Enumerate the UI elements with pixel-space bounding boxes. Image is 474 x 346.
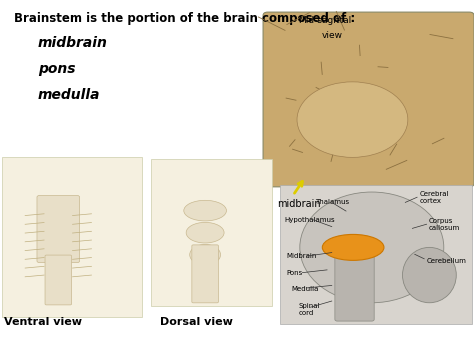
Text: midbrain: midbrain bbox=[277, 199, 321, 209]
Ellipse shape bbox=[402, 247, 456, 303]
Ellipse shape bbox=[322, 235, 384, 261]
Text: pons: pons bbox=[310, 216, 334, 226]
Text: Hypothalamus: Hypothalamus bbox=[284, 217, 335, 223]
Text: Cerebellum: Cerebellum bbox=[427, 258, 466, 264]
Text: Midbrain: Midbrain bbox=[287, 253, 317, 259]
Ellipse shape bbox=[184, 200, 227, 221]
Ellipse shape bbox=[193, 270, 217, 290]
Ellipse shape bbox=[186, 222, 224, 243]
FancyBboxPatch shape bbox=[2, 157, 142, 317]
Text: medulla: medulla bbox=[38, 88, 100, 102]
Text: Mid-sagittal: Mid-sagittal bbox=[298, 16, 351, 25]
Text: midbrain: midbrain bbox=[38, 36, 108, 50]
Ellipse shape bbox=[297, 82, 408, 157]
FancyBboxPatch shape bbox=[263, 12, 474, 187]
Text: Ventral view: Ventral view bbox=[4, 317, 82, 327]
FancyBboxPatch shape bbox=[45, 255, 72, 305]
FancyBboxPatch shape bbox=[37, 195, 80, 263]
Text: Corpus
callosum: Corpus callosum bbox=[429, 218, 460, 231]
FancyBboxPatch shape bbox=[280, 185, 472, 324]
Ellipse shape bbox=[300, 192, 444, 303]
Text: pons: pons bbox=[38, 62, 75, 76]
Text: Pons: Pons bbox=[287, 270, 303, 276]
Text: Thalamus: Thalamus bbox=[315, 199, 349, 206]
FancyBboxPatch shape bbox=[151, 159, 272, 306]
Text: Cerebral
cortex: Cerebral cortex bbox=[419, 191, 449, 204]
Text: Spinal
cord: Spinal cord bbox=[299, 303, 320, 316]
Text: medulla: medulla bbox=[299, 244, 346, 257]
Ellipse shape bbox=[190, 245, 220, 265]
Text: Brainstem is the portion of the brain composed of :: Brainstem is the portion of the brain co… bbox=[14, 12, 356, 25]
Text: Dorsal view: Dorsal view bbox=[160, 317, 233, 327]
FancyBboxPatch shape bbox=[335, 255, 374, 321]
Text: Medulla: Medulla bbox=[292, 286, 319, 292]
FancyBboxPatch shape bbox=[192, 245, 219, 303]
Text: view: view bbox=[321, 31, 342, 40]
